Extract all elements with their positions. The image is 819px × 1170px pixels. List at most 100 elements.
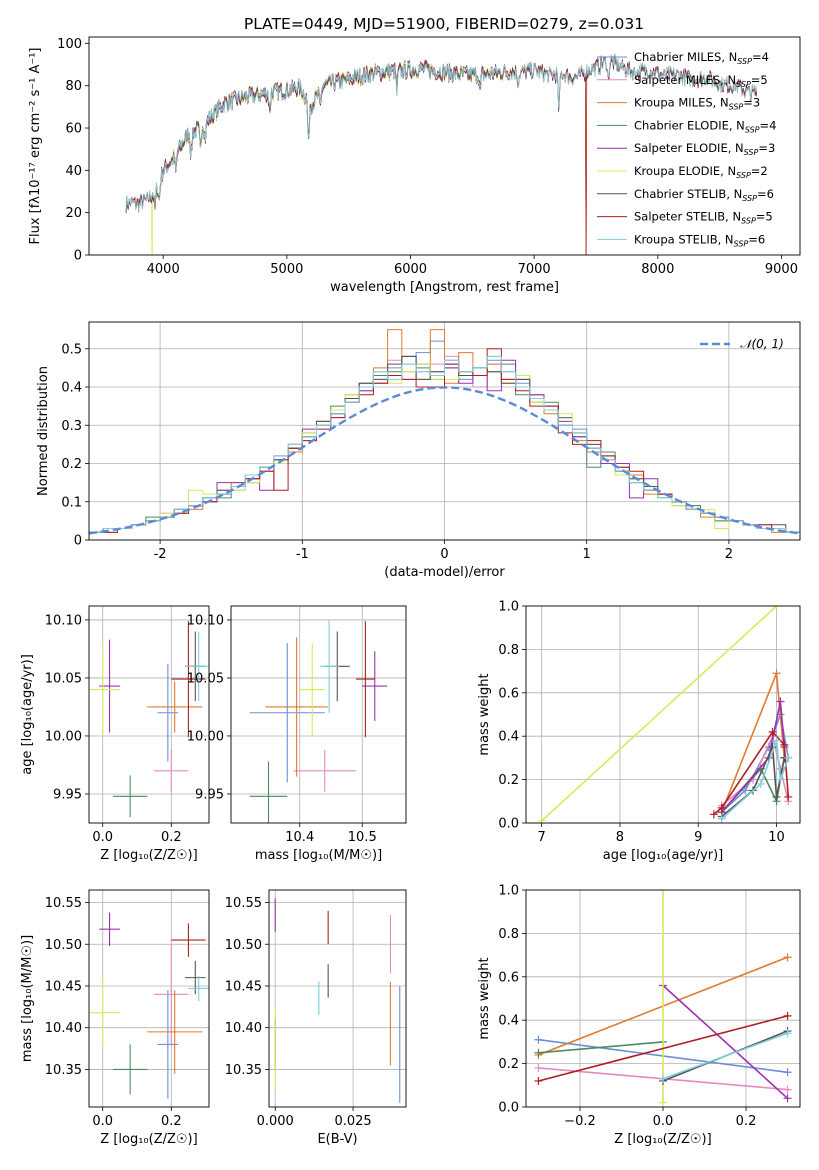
weight-marker-kroupa-stelib bbox=[659, 1074, 667, 1083]
x-axis-label: E(B-V) bbox=[317, 1132, 357, 1147]
legend-entry: Salpeter MILES, NSSP=5 bbox=[634, 73, 768, 89]
weight-marker-kroupa-stelib bbox=[717, 814, 726, 823]
weight-marker-chabrier-stelib bbox=[772, 792, 781, 801]
x-tick-label: 0.2 bbox=[161, 830, 182, 845]
panel-age-vs-z: 0.0 0.2 9.95 10.00 10.05 10.10 Z [log₁₀(Z/Z☉)]… bbox=[20, 605, 210, 863]
x-tick-label: 0.000 bbox=[257, 1114, 294, 1129]
x-tick-label: 10.4 bbox=[285, 830, 314, 845]
plot-area bbox=[89, 606, 209, 823]
y-tick-label: 100 bbox=[57, 37, 82, 52]
x-tick-label: 0 bbox=[440, 547, 448, 562]
y-tick-label: 10.50 bbox=[225, 938, 262, 953]
axes-frame bbox=[525, 605, 801, 824]
weight-marker-salpeter-stelib bbox=[780, 740, 789, 749]
x-tick-label: 0.025 bbox=[334, 1114, 371, 1129]
y-tick-label: 0.8 bbox=[498, 643, 519, 658]
y-tick-label: 0 bbox=[74, 249, 82, 264]
weight-line-salpeter-elodie bbox=[721, 701, 786, 813]
x-tick-label: 2 bbox=[725, 547, 733, 562]
y-tick-label: 20 bbox=[65, 206, 82, 221]
legend-entry: Chabrier MILES, NSSP=4 bbox=[634, 50, 769, 66]
panel-mass-vs-z: 0.0 0.2 10.35 10.40 10.45 10.50 10.55 Z [log₁₀(… bbox=[20, 889, 210, 1147]
x-tick-label: 9 bbox=[694, 830, 702, 845]
y-tick-label: 0.6 bbox=[498, 686, 519, 701]
weight-marker-kroupa-stelib bbox=[756, 779, 765, 788]
x-tick-label: 10.5 bbox=[348, 830, 377, 845]
y-tick-label: 10.50 bbox=[45, 938, 82, 953]
y-tick-label: 10.55 bbox=[45, 896, 82, 911]
weight-line-kroupa-stelib bbox=[662, 1032, 788, 1080]
legend-entry: 𝒩(0, 1) bbox=[740, 337, 784, 351]
y-tick-label: 0.3 bbox=[61, 419, 82, 434]
y-tick-label: 9.95 bbox=[195, 787, 224, 802]
y-tick-label: 10.10 bbox=[187, 613, 224, 628]
legend: Chabrier MILES, NSSP=4 Salpeter MILES, NS… bbox=[597, 50, 776, 248]
plot-marks bbox=[537, 606, 793, 823]
x-tick-label: 0.2 bbox=[161, 1114, 182, 1129]
axes-frame bbox=[268, 889, 407, 1108]
weight-marker-kroupa-stelib bbox=[772, 736, 781, 745]
weight-marker-chabrier-miles bbox=[783, 1068, 792, 1077]
panel-mass-vs-ebv: 0.000 0.025 10.35 10.40 10.45 10.50 10.55 E(B-V… bbox=[225, 889, 407, 1147]
y-tick-label: 0.8 bbox=[498, 927, 519, 942]
y-axis-label: Normed distribution bbox=[36, 366, 51, 496]
plot-marks bbox=[534, 890, 792, 1107]
weight-line-chabrier-elodie bbox=[538, 1041, 664, 1054]
y-tick-label: 10.05 bbox=[45, 671, 82, 686]
y-tick-label: 0.0 bbox=[498, 817, 519, 832]
weight-line-salpeter-elodie bbox=[662, 984, 789, 1099]
y-tick-label: 0.4 bbox=[498, 1014, 519, 1029]
panel-weight-vs-age: 7 8 9 10 0.0 0.2 0.4 0.6 0.8 1.0 age [log₁₀(age/yr… bbox=[477, 600, 801, 863]
weight-marker-kroupa-elodie bbox=[659, 890, 667, 894]
weight-marker-kroupa-elodie bbox=[772, 606, 781, 610]
weight-marker-chabrier-elodie bbox=[534, 1048, 543, 1057]
x-tick-label: 9000 bbox=[765, 262, 798, 277]
weight-marker-salpeter-stelib bbox=[783, 1011, 792, 1020]
y-tick-label: 0.6 bbox=[498, 970, 519, 985]
weight-marker-kroupa-stelib bbox=[783, 1029, 792, 1038]
weight-marker-salpeter-miles bbox=[534, 1063, 543, 1072]
plot-marks bbox=[89, 621, 209, 818]
x-axis-label: age [log₁₀(age/yr)] bbox=[603, 848, 724, 863]
panel-spectrum: Chabrier MILES, NSSP=4 Salpeter MILES, NS… bbox=[28, 36, 801, 295]
y-tick-label: 0.5 bbox=[61, 342, 82, 357]
y-tick-label: 0.2 bbox=[498, 1057, 519, 1072]
weight-marker-kroupa-miles bbox=[783, 953, 792, 962]
legend-entry: Kroupa STELIB, NSSP=6 bbox=[634, 232, 765, 248]
y-axis-label: Flux [fλ10⁻¹⁷ erg cm⁻² s⁻¹ A⁻¹] bbox=[28, 48, 43, 245]
y-tick-label: 1.0 bbox=[498, 884, 519, 899]
y-tick-label: 0.0 bbox=[498, 1101, 519, 1116]
x-tick-label: 1 bbox=[583, 547, 591, 562]
figure-title: PLATE=0449, MJD=51900, FIBERID=0279, z=0… bbox=[244, 15, 644, 33]
weight-marker-salpeter-elodie bbox=[776, 697, 785, 706]
weight-marker-salpeter-elodie bbox=[783, 1094, 792, 1103]
y-tick-label: 0.2 bbox=[61, 457, 82, 472]
weight-marker-kroupa-stelib bbox=[784, 753, 793, 762]
x-tick-label: 5000 bbox=[270, 262, 303, 277]
x-tick-label: 4000 bbox=[147, 262, 180, 277]
y-tick-label: 0.1 bbox=[61, 495, 82, 510]
y-tick-label: 10.40 bbox=[225, 1021, 262, 1036]
y-tick-label: 10.45 bbox=[45, 979, 82, 994]
weight-marker-salpeter-stelib bbox=[784, 792, 793, 801]
weight-marker-chabrier-miles bbox=[534, 1035, 543, 1044]
plot-marks bbox=[89, 329, 800, 540]
plot-marks bbox=[89, 912, 209, 1099]
axes-frame bbox=[88, 36, 801, 256]
y-tick-label: 0.4 bbox=[61, 381, 82, 396]
x-axis-label: Z [log₁₀(Z/Z☉)] bbox=[100, 1132, 197, 1147]
plot-area bbox=[89, 890, 209, 1107]
x-tick-label: -2 bbox=[154, 547, 167, 562]
x-axis-label: mass [log₁₀(M/M☉)] bbox=[255, 848, 382, 863]
x-tick-label: 7000 bbox=[518, 262, 551, 277]
y-tick-label: 10.00 bbox=[187, 729, 224, 744]
weight-marker-salpeter-stelib bbox=[709, 810, 718, 819]
y-tick-label: 10.45 bbox=[225, 979, 262, 994]
plot-area bbox=[269, 890, 406, 1107]
weight-marker-kroupa-elodie bbox=[659, 1098, 667, 1107]
legend-entry: Salpeter ELODIE, NSSP=3 bbox=[634, 141, 775, 157]
axes-frame bbox=[88, 889, 210, 1108]
legend-entry: Chabrier ELODIE, NSSP=4 bbox=[634, 118, 776, 134]
panel-age-vs-mass: 10.4 10.5 9.95 10.00 10.05 10.10 mass [log₁₀(M… bbox=[187, 605, 407, 863]
